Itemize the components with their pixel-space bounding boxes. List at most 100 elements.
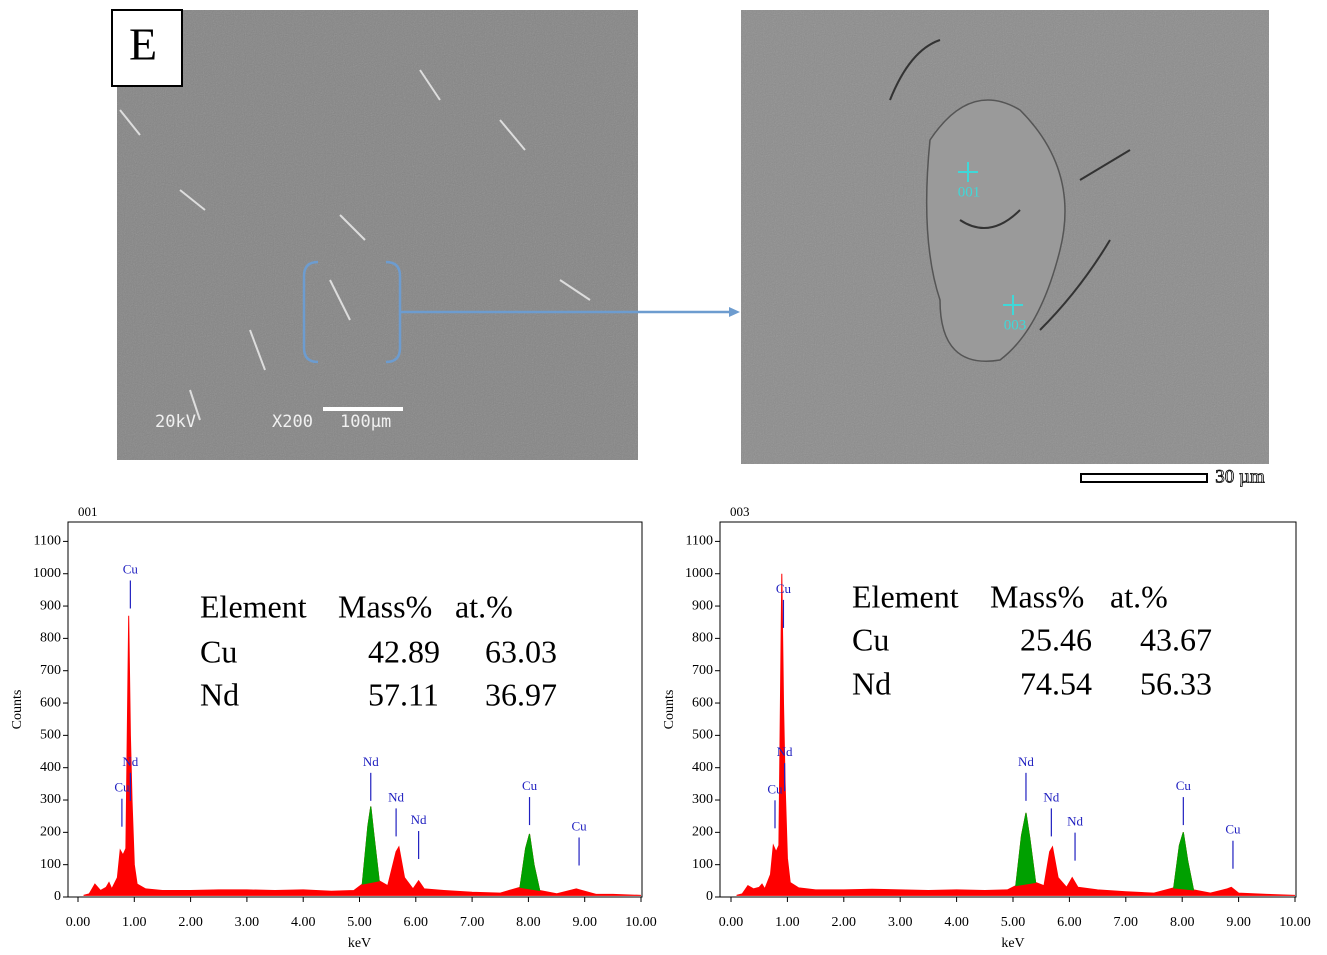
peak-label: Cu xyxy=(114,780,130,795)
y-tick-label: 700 xyxy=(692,663,713,678)
x-tick-label: 8.00 xyxy=(516,915,541,930)
x-tick-label: 10.00 xyxy=(1279,915,1311,930)
table-header: Element xyxy=(852,578,959,614)
table-cell: Nd xyxy=(852,665,891,701)
x-tick-label: 2.00 xyxy=(832,915,857,930)
table-header: at.% xyxy=(455,588,513,624)
x-axis-label: keV xyxy=(348,936,371,951)
y-tick-label: 200 xyxy=(692,825,713,840)
spectrum-area xyxy=(362,807,539,891)
y-tick-label: 1100 xyxy=(686,534,713,549)
x-tick-label: 4.00 xyxy=(944,915,969,930)
peak-label: Cu xyxy=(123,561,139,576)
sem-detail: 001 003 30 µm xyxy=(741,10,1269,487)
y-tick-label: 0 xyxy=(706,889,713,904)
y-tick-label: 300 xyxy=(692,792,713,807)
y-tick-label: 800 xyxy=(40,631,61,646)
y-tick-label: 100 xyxy=(692,857,713,872)
x-tick-label: 5.00 xyxy=(1001,915,1026,930)
table-header: Element xyxy=(200,588,307,624)
y-tick-label: 1000 xyxy=(685,566,713,581)
peak-label: Nd xyxy=(388,789,404,804)
x-tick-label: 2.00 xyxy=(178,915,203,930)
table-header: at.% xyxy=(1110,578,1168,614)
sem-texture xyxy=(117,10,638,460)
x-tick-label: 5.00 xyxy=(347,915,372,930)
y-tick-label: 500 xyxy=(40,728,61,743)
table-cell: 43.67 xyxy=(1140,621,1212,657)
peak-label: Cu xyxy=(776,581,792,596)
figure: E 20kV X200 100µm 001 003 30 µm 001 keV Co… xyxy=(0,0,1327,955)
sem-overview: E 20kV X200 100µm xyxy=(112,10,740,460)
peak-label: Nd xyxy=(1067,814,1083,829)
x-tick-label: 0.00 xyxy=(66,915,91,930)
y-tick-label: 600 xyxy=(692,695,713,710)
x-axis-label: keV xyxy=(1001,936,1024,951)
chart-title: 001 xyxy=(78,504,98,519)
x-tick-label: 1.00 xyxy=(122,915,147,930)
x-tick-label: 3.00 xyxy=(888,915,913,930)
sem-scale-label: 30 µm xyxy=(1215,466,1265,487)
y-axis-label: Counts xyxy=(10,690,25,730)
peak-label: Cu xyxy=(522,778,538,793)
y-tick-label: 700 xyxy=(40,663,61,678)
panel-label: E xyxy=(129,19,157,70)
table-cell: Cu xyxy=(200,633,237,669)
y-tick-label: 500 xyxy=(692,728,713,743)
spectrum-area xyxy=(1016,813,1194,890)
x-tick-label: 10.00 xyxy=(625,915,657,930)
y-tick-label: 100 xyxy=(40,857,61,872)
x-tick-label: 9.00 xyxy=(572,915,597,930)
y-tick-label: 900 xyxy=(40,598,61,613)
x-tick-label: 3.00 xyxy=(235,915,260,930)
arrow-head xyxy=(729,307,740,317)
x-tick-label: 4.00 xyxy=(291,915,316,930)
x-tick-label: 6.00 xyxy=(404,915,429,930)
peak-label: Nd xyxy=(122,754,138,769)
peak-label: Cu xyxy=(1225,822,1241,837)
peak-label: Nd xyxy=(411,812,427,827)
table-cell: Nd xyxy=(200,676,239,712)
y-tick-label: 800 xyxy=(692,631,713,646)
peak-label: Cu xyxy=(767,781,783,796)
table-header: Mass% xyxy=(990,578,1084,614)
table-cell: Cu xyxy=(852,621,889,657)
y-tick-label: 400 xyxy=(40,760,61,775)
y-tick-label: 1100 xyxy=(34,534,61,549)
point-label: 003 xyxy=(1004,317,1027,333)
sem-scale-label: 100µm xyxy=(340,412,391,432)
x-tick-label: 1.00 xyxy=(775,915,800,930)
table-cell: 36.97 xyxy=(485,676,557,712)
x-tick-label: 6.00 xyxy=(1057,915,1082,930)
peak-label: Nd xyxy=(1043,789,1059,804)
x-tick-label: 0.00 xyxy=(719,915,744,930)
point-label: 001 xyxy=(958,184,981,200)
y-tick-label: 600 xyxy=(40,695,61,710)
table-cell: 42.89 xyxy=(368,633,440,669)
table-cell: 74.54 xyxy=(1020,665,1092,701)
table-cell: 63.03 xyxy=(485,633,557,669)
y-tick-label: 900 xyxy=(692,598,713,613)
peak-label: Nd xyxy=(1018,754,1034,769)
table-cell: 57.11 xyxy=(368,676,439,712)
peak-label: Cu xyxy=(1176,778,1192,793)
x-tick-label: 7.00 xyxy=(460,915,485,930)
peak-label: Nd xyxy=(363,754,379,769)
sem-voltage: 20kV xyxy=(155,412,196,432)
table-header: Mass% xyxy=(338,588,432,624)
y-tick-label: 1000 xyxy=(33,566,61,581)
x-tick-label: 9.00 xyxy=(1226,915,1251,930)
y-tick-label: 300 xyxy=(40,792,61,807)
peak-label: Cu xyxy=(571,818,587,833)
y-tick-label: 0 xyxy=(54,889,61,904)
table-cell: 25.46 xyxy=(1020,621,1092,657)
y-tick-label: 400 xyxy=(692,760,713,775)
peak-label: Nd xyxy=(777,744,793,759)
x-tick-label: 7.00 xyxy=(1114,915,1139,930)
table-cell: 56.33 xyxy=(1140,665,1212,701)
chart-title: 003 xyxy=(730,504,750,519)
y-axis-label: Counts xyxy=(662,690,677,730)
y-tick-label: 200 xyxy=(40,825,61,840)
x-tick-label: 8.00 xyxy=(1170,915,1195,930)
sem-magnification: X200 xyxy=(272,412,313,432)
